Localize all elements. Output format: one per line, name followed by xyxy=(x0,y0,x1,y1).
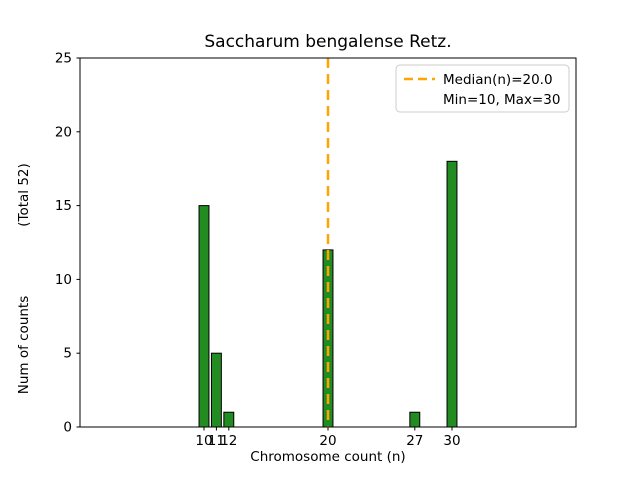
legend: Median(n)=20.0 Min=10, Max=30 xyxy=(395,64,570,113)
bar xyxy=(446,160,458,428)
bar xyxy=(409,411,421,428)
x-tick-label: 10 xyxy=(195,433,212,449)
x-tick-label: 20 xyxy=(319,433,336,449)
legend-entry-minmax: Min=10, Max=30 xyxy=(443,92,560,108)
y-tick-label: 15 xyxy=(55,198,72,214)
y-axis-label: Num of counts xyxy=(16,296,32,395)
bar xyxy=(198,205,210,428)
legend-box xyxy=(395,64,570,113)
x-tick-label: 12 xyxy=(220,433,237,449)
x-tick-label: 11 xyxy=(208,433,225,449)
x-tick-label: 30 xyxy=(443,433,460,449)
y-tick-label: 10 xyxy=(55,272,72,288)
y-tick-label: 25 xyxy=(55,51,72,67)
y-axis-label-total: (Total 52) xyxy=(16,163,32,227)
x-axis-label: Chromosome count (n) xyxy=(250,449,405,465)
y-tick-label: 0 xyxy=(63,420,72,436)
legend-entry-median: Median(n)=20.0 xyxy=(443,72,553,88)
y-tick-label: 5 xyxy=(63,346,72,362)
bar xyxy=(223,411,235,428)
chart-title: Saccharum bengalense Retz. xyxy=(204,32,451,52)
bar xyxy=(210,352,222,428)
x-tick-label: 27 xyxy=(406,433,423,449)
y-tick-label: 20 xyxy=(55,124,72,140)
